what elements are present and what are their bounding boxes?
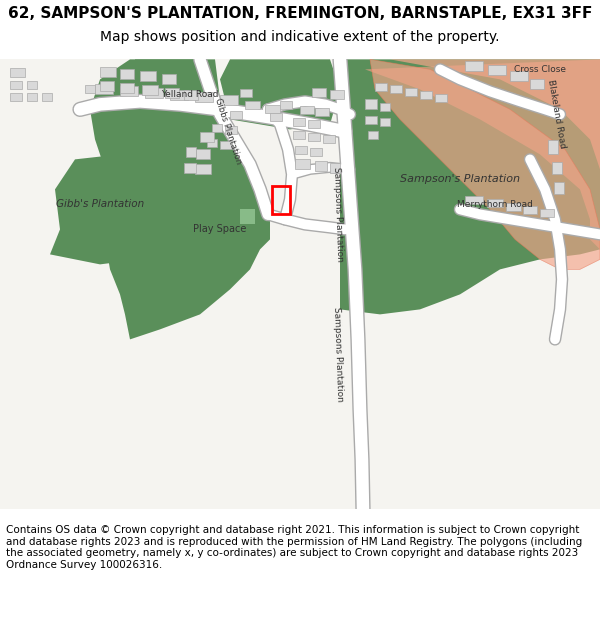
Bar	[100, 81, 114, 91]
Bar	[165, 88, 179, 98]
Bar	[552, 162, 562, 174]
Bar	[240, 89, 252, 98]
Bar	[162, 74, 176, 84]
Text: Gibbs Plantation: Gibbs Plantation	[213, 97, 243, 166]
Bar	[365, 116, 377, 124]
Bar	[270, 113, 282, 121]
Text: 62, SAMPSON'S PLANTATION, FREMINGTON, BARNSTAPLE, EX31 3FF: 62, SAMPSON'S PLANTATION, FREMINGTON, BA…	[8, 6, 592, 21]
Text: Map shows position and indicative extent of the property.: Map shows position and indicative extent…	[100, 29, 500, 44]
Bar	[380, 118, 390, 126]
Bar	[27, 81, 37, 89]
Bar	[245, 101, 260, 109]
Bar	[308, 133, 320, 141]
Bar	[200, 132, 214, 142]
Bar	[85, 86, 95, 93]
Bar	[100, 68, 116, 78]
Bar	[120, 86, 138, 96]
Bar	[330, 163, 340, 173]
Bar	[186, 148, 196, 158]
Bar	[10, 68, 25, 78]
Bar	[295, 146, 307, 154]
Bar	[488, 66, 506, 76]
Bar	[195, 164, 211, 174]
Bar	[265, 106, 280, 113]
Polygon shape	[90, 59, 270, 339]
Bar	[145, 88, 163, 98]
Polygon shape	[135, 59, 200, 84]
Bar	[506, 203, 521, 211]
Polygon shape	[240, 209, 255, 224]
Text: Merrythorn Road: Merrythorn Road	[457, 200, 533, 209]
Polygon shape	[365, 59, 600, 249]
Bar	[465, 196, 483, 204]
Polygon shape	[340, 59, 600, 314]
Bar	[95, 84, 113, 94]
Bar	[295, 159, 310, 169]
Bar	[548, 141, 558, 154]
Bar	[300, 106, 314, 114]
Bar	[554, 182, 564, 194]
Bar	[330, 91, 344, 99]
Bar	[540, 209, 554, 217]
Text: Gibb's Plantation: Gibb's Plantation	[56, 199, 144, 209]
Bar	[142, 86, 158, 96]
Bar	[280, 101, 292, 109]
Bar	[405, 88, 417, 96]
Text: Cross Close: Cross Close	[514, 65, 566, 74]
Bar	[27, 93, 37, 101]
Bar	[390, 86, 402, 93]
Bar	[212, 124, 222, 132]
Text: Sampsons Plantation: Sampsons Plantation	[332, 307, 344, 402]
Bar	[42, 93, 52, 101]
Bar	[465, 61, 483, 71]
Bar	[195, 92, 213, 103]
Bar	[184, 163, 196, 173]
Text: Sampson's Plantation: Sampson's Plantation	[400, 174, 520, 184]
Bar	[293, 131, 305, 139]
Bar	[308, 121, 320, 128]
Bar	[435, 94, 447, 102]
Bar	[368, 131, 378, 139]
Bar	[120, 69, 134, 79]
Bar	[170, 91, 188, 101]
Text: Sampsons Plantation: Sampsons Plantation	[332, 167, 344, 262]
Polygon shape	[390, 59, 600, 169]
Bar	[10, 81, 22, 89]
Bar	[220, 141, 232, 149]
Bar	[310, 148, 322, 156]
Polygon shape	[50, 154, 175, 264]
Bar	[10, 93, 22, 101]
Bar	[315, 161, 327, 171]
Bar	[184, 91, 198, 101]
Bar	[225, 126, 237, 134]
Text: Blakeland Road: Blakeland Road	[547, 79, 568, 149]
Bar	[380, 103, 390, 111]
Bar	[510, 71, 528, 81]
Bar	[120, 83, 134, 93]
Bar	[196, 149, 210, 159]
Text: Yelland Road: Yelland Road	[161, 90, 219, 99]
Bar	[420, 91, 432, 99]
Bar	[530, 79, 544, 89]
Text: Contains OS data © Crown copyright and database right 2021. This information is : Contains OS data © Crown copyright and d…	[6, 525, 582, 570]
Polygon shape	[220, 59, 340, 129]
Bar	[220, 96, 238, 106]
Bar	[293, 118, 305, 126]
Bar	[315, 108, 329, 116]
Bar	[207, 139, 217, 148]
Bar	[272, 186, 290, 214]
Bar	[375, 83, 387, 91]
Bar	[487, 199, 503, 208]
Bar	[365, 99, 377, 109]
Bar	[323, 136, 335, 143]
Bar	[140, 71, 156, 81]
Bar	[230, 111, 242, 119]
Text: Play Space: Play Space	[193, 224, 247, 234]
Bar	[312, 88, 326, 98]
Polygon shape	[370, 59, 600, 269]
Bar	[523, 206, 537, 214]
